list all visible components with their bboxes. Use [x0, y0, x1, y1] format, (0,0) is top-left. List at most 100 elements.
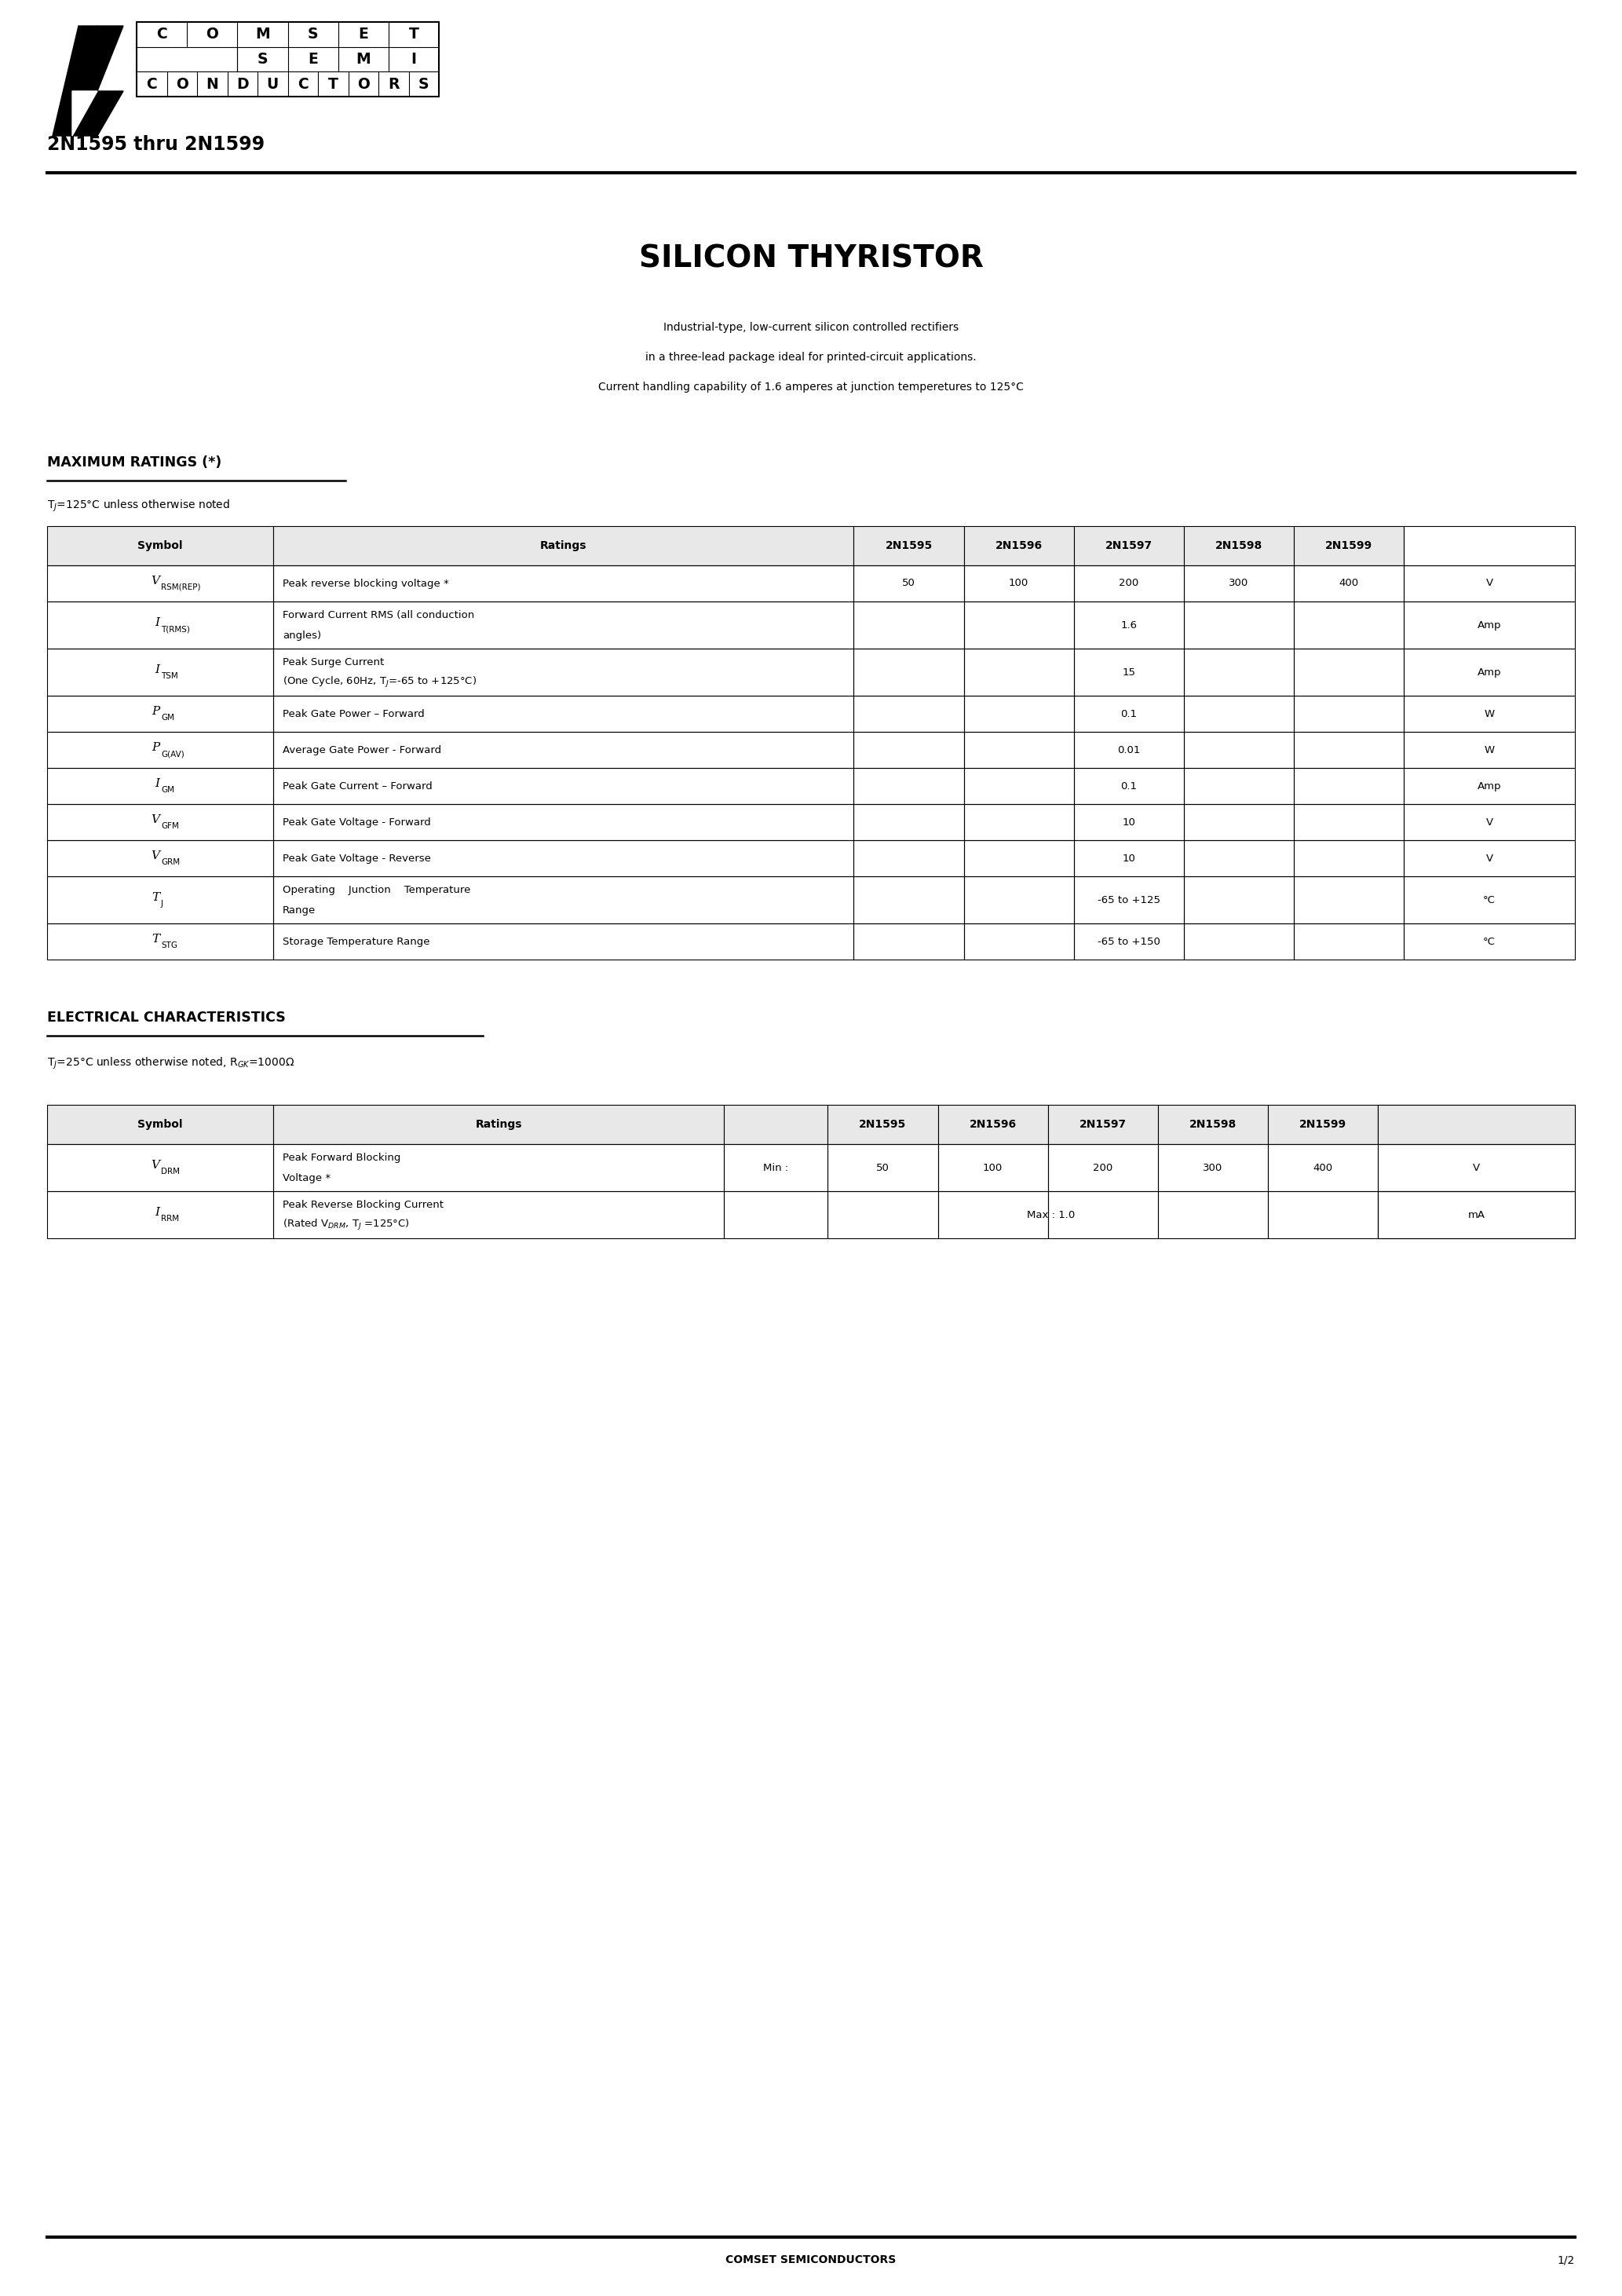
Bar [272, 804, 853, 840]
Bar [1294, 565, 1403, 602]
Bar [963, 877, 1074, 923]
Bar [1294, 526, 1403, 565]
Polygon shape [52, 25, 97, 135]
Text: 1/2: 1/2 [1557, 2255, 1575, 2266]
Bar [1403, 647, 1575, 696]
Bar [938, 1192, 1048, 1238]
Bar [1403, 696, 1575, 732]
Bar [1184, 526, 1294, 565]
Bar [853, 767, 963, 804]
Bar [1403, 526, 1575, 565]
Text: Peak Forward Blocking: Peak Forward Blocking [282, 1153, 401, 1162]
Text: Peak Gate Voltage - Reverse: Peak Gate Voltage - Reverse [282, 854, 431, 863]
Text: W: W [1484, 744, 1494, 755]
Text: COMSET SEMICONDUCTORS: COMSET SEMICONDUCTORS [725, 2255, 897, 2266]
Bar [272, 1104, 723, 1143]
Text: 2N1596: 2N1596 [996, 540, 1043, 551]
Bar [963, 602, 1074, 647]
Bar [1184, 565, 1294, 602]
Bar [1294, 840, 1403, 877]
Bar [47, 1104, 272, 1143]
Text: E: E [308, 53, 318, 67]
Bar [963, 565, 1074, 602]
Bar [963, 696, 1074, 732]
Text: Amp: Amp [1478, 620, 1502, 629]
Bar [1074, 602, 1184, 647]
Text: I: I [154, 778, 159, 790]
Bar [272, 1143, 723, 1192]
Text: Peak reverse blocking voltage *: Peak reverse blocking voltage * [282, 579, 449, 588]
Bar [1074, 526, 1184, 565]
Bar [723, 1104, 827, 1143]
Text: I: I [410, 53, 417, 67]
Bar [1294, 732, 1403, 767]
Bar [853, 840, 963, 877]
Bar [853, 565, 963, 602]
Text: T: T [409, 28, 418, 41]
Text: 0.01: 0.01 [1118, 744, 1140, 755]
Bar [1268, 1192, 1377, 1238]
Text: Max : 1.0: Max : 1.0 [1027, 1210, 1075, 1219]
Text: Amp: Amp [1478, 668, 1502, 677]
Text: V: V [151, 576, 159, 585]
Text: 0.1: 0.1 [1121, 709, 1137, 719]
Bar [1048, 1104, 1158, 1143]
Bar [723, 1143, 827, 1192]
Text: C: C [146, 76, 157, 92]
Bar [853, 696, 963, 732]
Text: T: T [151, 893, 159, 902]
Text: 200: 200 [1093, 1162, 1113, 1173]
Text: W: W [1484, 709, 1494, 719]
Bar [1377, 1104, 1575, 1143]
Text: T$_J$=25°C unless otherwise noted, R$_{GK}$=1000Ω: T$_J$=25°C unless otherwise noted, R$_{G… [47, 1056, 295, 1072]
Text: GRM: GRM [161, 859, 180, 866]
Text: U: U [266, 76, 279, 92]
Text: (Rated V$_{DRM}$, T$_J$ =125°C): (Rated V$_{DRM}$, T$_J$ =125°C) [282, 1217, 410, 1233]
Text: RRM: RRM [161, 1215, 178, 1221]
Text: E: E [358, 28, 368, 41]
Text: angles): angles) [282, 629, 321, 641]
Bar [1184, 923, 1294, 960]
Bar [1184, 602, 1294, 647]
Text: V: V [1486, 817, 1492, 827]
Text: Peak Surge Current: Peak Surge Current [282, 657, 384, 668]
Bar [1403, 767, 1575, 804]
Bar [1377, 1192, 1575, 1238]
Bar [1294, 696, 1403, 732]
Text: N: N [206, 76, 219, 92]
Bar [47, 877, 272, 923]
Bar [1184, 696, 1294, 732]
Text: J: J [161, 900, 164, 907]
Text: V: V [1486, 854, 1492, 863]
Text: GM: GM [161, 785, 174, 794]
Text: Current handling capability of 1.6 amperes at junction temperetures to 125°C: Current handling capability of 1.6 amper… [599, 381, 1023, 393]
Bar [1184, 877, 1294, 923]
Bar [1294, 767, 1403, 804]
Text: TSM: TSM [161, 673, 178, 680]
Polygon shape [73, 25, 123, 92]
Bar [47, 732, 272, 767]
Text: in a three-lead package ideal for printed-circuit applications.: in a three-lead package ideal for printe… [646, 351, 976, 363]
Text: 400: 400 [1338, 579, 1359, 588]
Bar [272, 647, 853, 696]
Bar [1268, 1143, 1377, 1192]
Bar [1184, 767, 1294, 804]
Text: G(AV): G(AV) [161, 751, 185, 758]
Bar [938, 1143, 1048, 1192]
Text: 2N1595: 2N1595 [886, 540, 933, 551]
Bar [272, 565, 853, 602]
Text: 2N1599: 2N1599 [1325, 540, 1372, 551]
Bar [47, 526, 272, 565]
Text: D: D [237, 76, 248, 92]
Text: V: V [151, 815, 159, 824]
Bar [47, 602, 272, 647]
Bar [853, 923, 963, 960]
Text: 300: 300 [1229, 579, 1249, 588]
Text: 2N1597: 2N1597 [1079, 1118, 1126, 1130]
Text: Operating    Junction    Temperature: Operating Junction Temperature [282, 884, 470, 895]
Bar [272, 526, 853, 565]
Bar [1403, 923, 1575, 960]
Bar [272, 732, 853, 767]
Text: I: I [154, 618, 159, 629]
Bar [1184, 804, 1294, 840]
